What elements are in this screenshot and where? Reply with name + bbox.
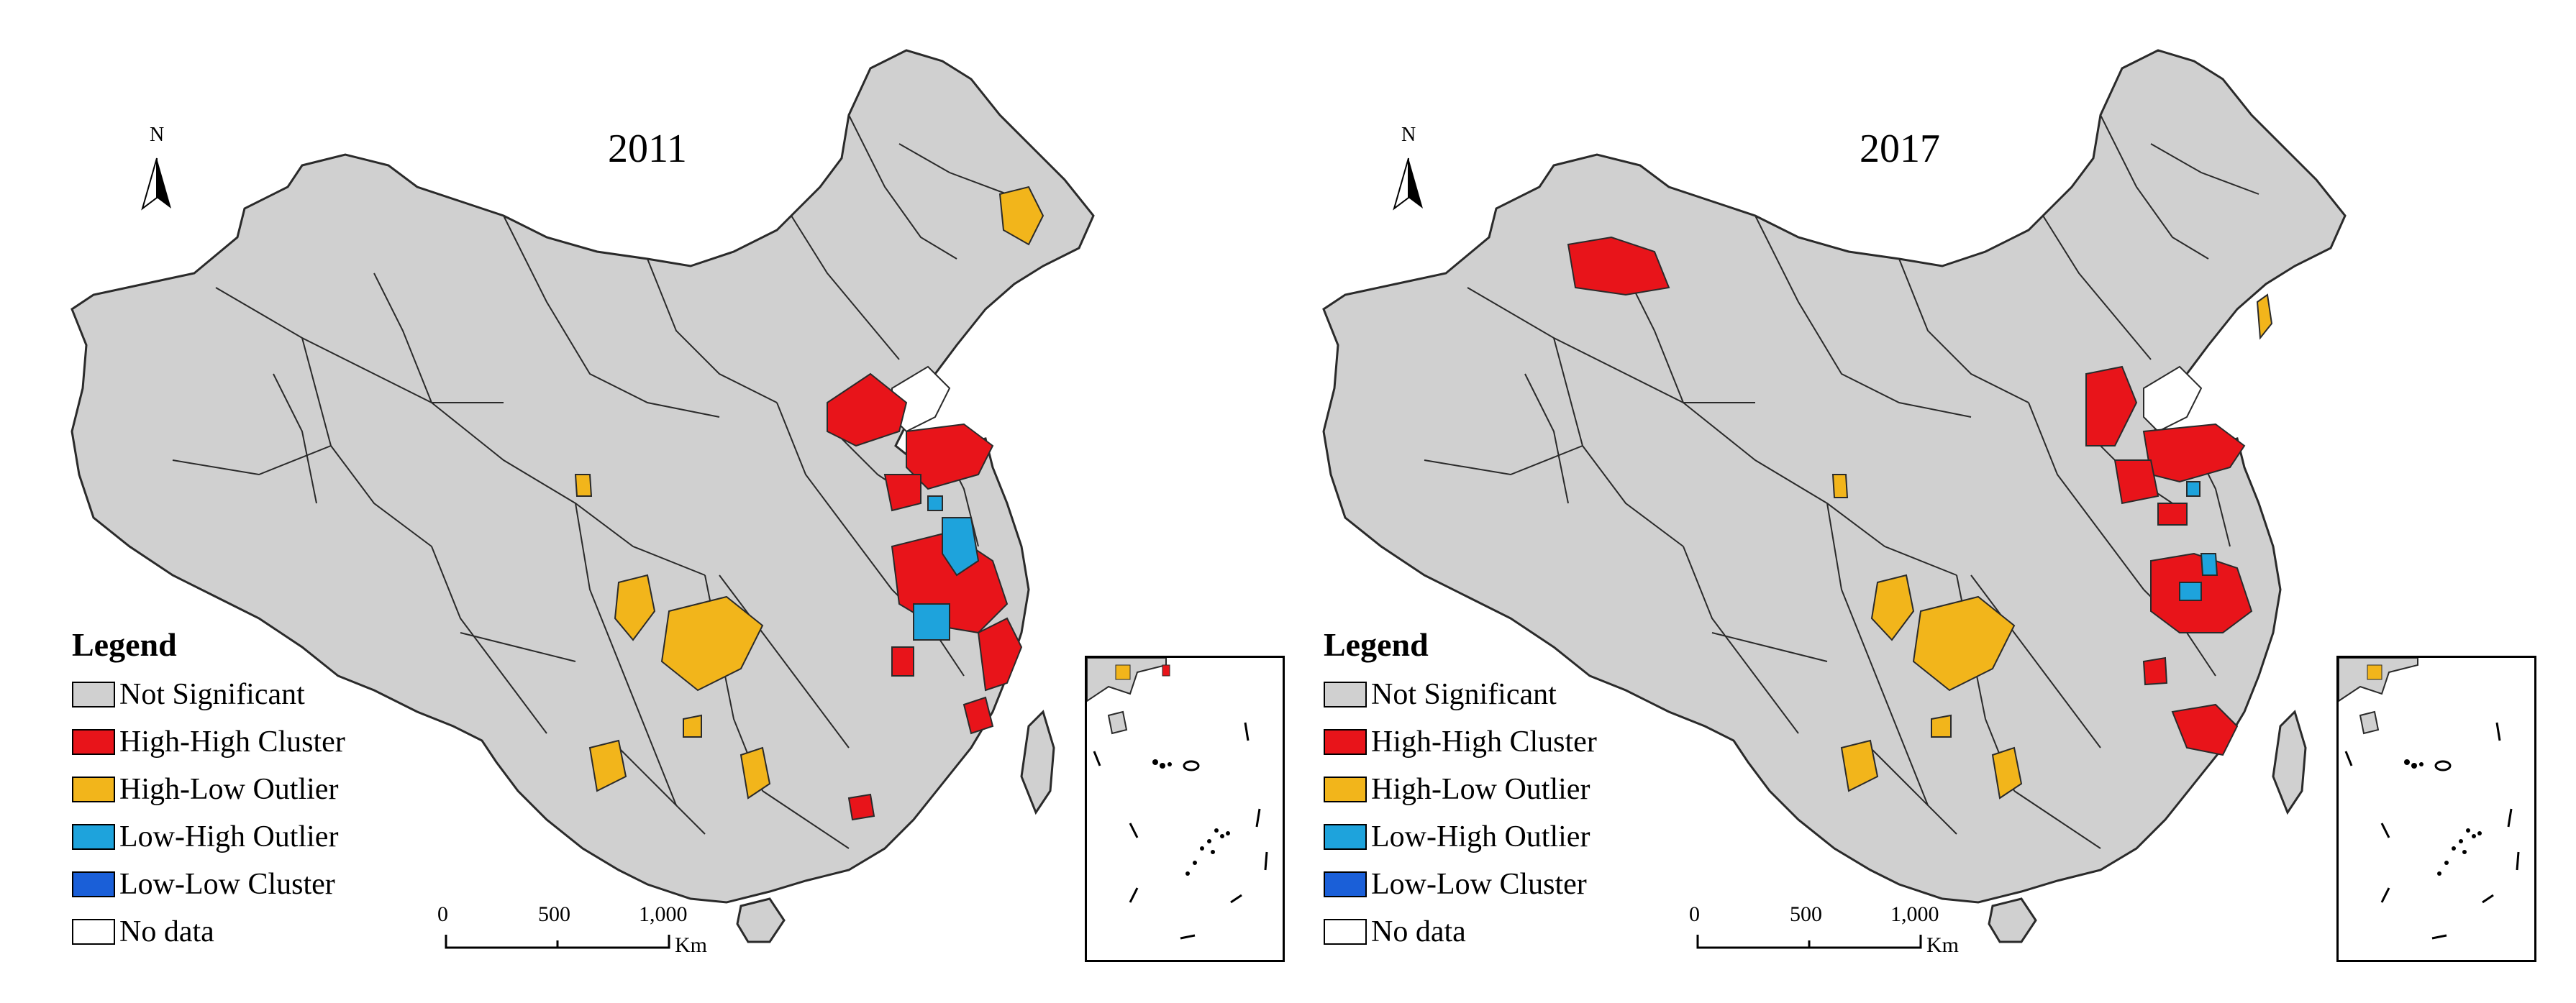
legend-item-low-low-2017: Low-Low Cluster [1324,861,1597,908]
scale-tick-500-2011: 500 [538,902,570,926]
legend-item-no-data-2011: No data [72,908,345,956]
hainan-island-2017 [1988,897,2037,943]
legend-item-not-significant-2017: Not Significant [1324,671,1597,718]
legend-label-low-low-2011: Low-Low Cluster [119,868,335,901]
legend-swatch-low-low-2017 [1324,871,1367,897]
high-low-regions-2017 [1831,293,2273,800]
legend-title-2017: Legend [1324,626,1429,663]
north-label-2017: N [1401,124,1416,146]
legend-label-no-data-2017: No data [1371,915,1466,948]
map-legend-2017: Legend Not Significant High-High Cluster… [1324,626,1597,956]
bohai-sea-2017 [2143,365,2203,433]
legend-label-high-high-2011: High-High Cluster [119,725,345,759]
province-boundaries-2011 [172,114,1008,849]
map-legend-2011: Legend Not Significant High-High Cluster… [72,626,345,956]
legend-item-high-high-2011: High-High Cluster [72,718,345,766]
legend-swatch-no-data-2011 [72,919,115,945]
legend-swatch-high-low-2017 [1324,777,1367,802]
south-china-sea-islands-2017 [2339,658,2520,940]
legend-swatch-not-significant-2017 [1324,682,1367,707]
scale-tick-0-2017: 0 [1689,902,1700,926]
north-arrow-icon-2017 [1393,157,1423,211]
legend-item-high-low-2017: High-Low Outlier [1324,766,1597,813]
legend-swatch-low-high-2011 [72,824,115,850]
hainan-island-2011 [736,897,786,943]
scale-unit-2017: Km [1926,933,1959,957]
legend-label-low-low-2017: Low-Low Cluster [1371,868,1587,901]
scale-bar-icon-2017 [1696,935,1922,949]
legend-swatch-low-high-2017 [1324,824,1367,850]
taiwan-island-2011 [1020,710,1055,815]
legend-label-low-high-2017: Low-High Outlier [1371,820,1590,853]
scale-tick-0-2011: 0 [437,902,448,926]
scale-tick-1000-2011: 1,000 [639,902,688,926]
legend-swatch-no-data-2017 [1324,919,1367,945]
legend-item-not-significant-2011: Not Significant [72,671,345,718]
map-year-title-2011: 2011 [608,127,687,171]
legend-swatch-not-significant-2011 [72,682,115,707]
legend-label-high-low-2017: High-Low Outlier [1371,773,1590,806]
legend-label-low-high-2011: Low-High Outlier [119,820,339,853]
legend-item-high-high-2017: High-High Cluster [1324,718,1597,766]
south-china-sea-islands-2011 [1087,658,1268,940]
legend-swatch-high-low-2011 [72,777,115,802]
scale-tick-500-2017: 500 [1790,902,1822,926]
legend-label-not-significant-2017: Not Significant [1371,678,1557,711]
legend-label-not-significant-2011: Not Significant [119,678,305,711]
legend-label-no-data-2011: No data [119,915,214,948]
taiwan-island-2017 [2272,710,2307,815]
map-year-title-2017: 2017 [1860,127,1940,171]
high-high-regions-2017 [1567,236,2253,756]
legend-title-2011: Legend [72,626,177,663]
legend-swatch-high-high-2017 [1324,729,1367,755]
legend-item-no-data-2017: No data [1324,908,1597,956]
legend-swatch-high-high-2011 [72,729,115,755]
low-high-regions-2011 [913,495,980,641]
legend-item-low-high-2011: Low-High Outlier [72,813,345,861]
north-arrow-icon-2011 [141,157,171,211]
south-china-sea-inset-2017 [2336,656,2536,962]
china-map-2011 [70,49,1095,949]
map-panel-2011: N 2011 0 500 1,000 Km Legend [70,49,1285,962]
low-high-regions-2017 [2179,481,2218,601]
north-label-2011: N [150,124,165,146]
map-panel-2017: N 2017 0 500 1,000 Km Legend [1252,0,2539,1003]
high-low-regions-2011 [574,186,1044,800]
legend-swatch-low-low-2011 [72,871,115,897]
legend-label-high-high-2017: High-High Cluster [1371,725,1597,759]
legend-item-low-high-2017: Low-High Outlier [1324,813,1597,861]
scale-unit-2011: Km [675,933,707,957]
scale-bar-icon-2011 [445,935,670,949]
legend-label-high-low-2011: High-Low Outlier [119,773,339,806]
scale-tick-1000-2017: 1,000 [1890,902,1939,926]
south-china-sea-inset-2011 [1085,656,1285,962]
legend-item-low-low-2011: Low-Low Cluster [72,861,345,908]
china-map-2017 [1322,49,2347,949]
legend-item-high-low-2011: High-Low Outlier [72,766,345,813]
